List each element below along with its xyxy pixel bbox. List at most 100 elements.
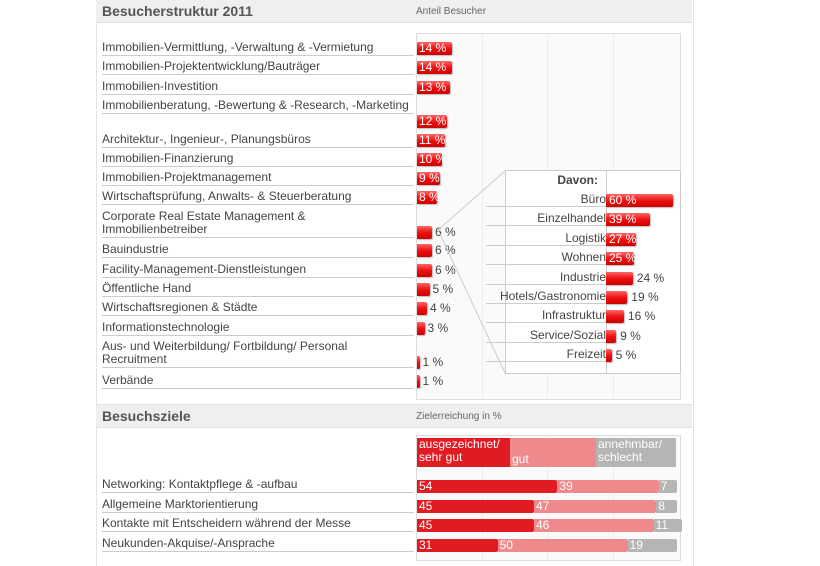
bar: [417, 302, 427, 315]
section-subtitle: Anteil Besucher: [416, 6, 487, 17]
bar-segment: 19: [627, 538, 677, 552]
category-label: Allgemeine Marktorientierung: [102, 497, 414, 513]
bar: [606, 291, 628, 304]
value-label: 1 %: [422, 355, 444, 369]
category-label: Wohnen: [486, 250, 606, 266]
value-label: 8 %: [419, 190, 440, 204]
category-label: Corporate Real Estate Management & Immob…: [102, 210, 414, 238]
bar: [417, 226, 432, 239]
category-label: Verbände: [102, 374, 414, 389]
bar-segment: 8: [656, 499, 677, 513]
category-label: Aus- und Weiterbildung/ Fortbildung/ Per…: [102, 340, 414, 368]
category-label: Immobilien-Investition: [102, 80, 414, 95]
value-label: 9 %: [620, 328, 641, 343]
category-label: Industrie: [486, 270, 606, 285]
category-label: Neukunden-Akquise/-Ansprache: [102, 536, 414, 552]
bar-segment: 31: [417, 538, 498, 552]
bar-segment: 11: [653, 519, 683, 532]
category-label: Service/Sozial: [486, 328, 606, 343]
value-label: 13 %: [419, 80, 447, 94]
bar: [417, 153, 442, 166]
value-label: 12 %: [419, 114, 447, 128]
bar: [606, 349, 612, 363]
category-label: Immobilien-Projektentwicklung/Bauträger: [102, 60, 414, 75]
value-label: 19 %: [631, 290, 659, 304]
category-label: Facility-Management-Dienstleistungen: [102, 263, 414, 278]
category-label: Freizeit: [486, 347, 606, 363]
value-label: 1 %: [422, 374, 444, 388]
legend-entry: gut: [510, 438, 596, 467]
category-label: Kontakte mit Entscheidern während der Me…: [102, 517, 414, 532]
category-label: Immobilien-Projektmanagement: [102, 171, 414, 186]
bar: [417, 283, 430, 296]
bar: [417, 191, 437, 204]
bar: [417, 264, 432, 277]
bar: [417, 375, 420, 388]
category-label: Hotels/Gastronomie: [486, 289, 606, 304]
bar: [417, 322, 425, 335]
bar: [417, 115, 447, 128]
value-label: 14 %: [419, 41, 447, 55]
bar: [417, 134, 445, 147]
inset-title: Davon:: [557, 173, 598, 187]
value-label: 6 %: [435, 263, 456, 277]
category-label: Immobilienberatung, -Bewertung & -Resear…: [102, 99, 414, 114]
bar: [417, 172, 440, 185]
bar-segment: 45: [417, 499, 534, 513]
value-label: 60 %: [609, 193, 637, 207]
inset-connector: [437, 170, 506, 374]
category-label: Wirtschaftsprüfung, Anwalts- & Steuerber…: [102, 190, 414, 205]
category-label: Wirtschaftsregionen & Städte: [102, 301, 414, 316]
value-label: 16 %: [627, 309, 656, 324]
section-subtitle: Zielerreichung in %: [416, 411, 502, 422]
value-label: 5 %: [615, 348, 637, 363]
bar: [606, 213, 650, 227]
section-header-besuchsziele: Besuchsziele Zielerreichung in %: [96, 404, 692, 428]
bar-segment: 46: [534, 519, 654, 532]
bar: [417, 61, 452, 74]
bar: [606, 310, 624, 324]
bar: [417, 42, 452, 55]
value-label: 4 %: [430, 301, 451, 315]
bar: [417, 356, 420, 369]
category-label: Einzelhandel: [486, 211, 606, 227]
section-title: Besucherstruktur 2011: [102, 3, 253, 19]
bar-segment: 45: [417, 519, 534, 532]
category-label: Logistik: [486, 231, 606, 246]
value-label: 25 %: [609, 251, 637, 266]
category-label: Architektur-, Ingenieur-, Planungsbüros: [102, 133, 414, 148]
bar: [417, 81, 450, 94]
legend-entry: annehmbar/ schlecht: [596, 438, 676, 467]
value-label: 27 %: [609, 231, 637, 246]
value-label: 39 %: [609, 212, 637, 227]
bar: [606, 232, 637, 246]
value-label: 10 %: [419, 152, 447, 166]
value-label: 6 %: [435, 243, 456, 257]
value-label: 5 %: [432, 282, 454, 296]
category-label: Informationstechnologie: [102, 321, 414, 336]
category-label: Büro: [486, 192, 606, 207]
category-label: Networking: Kontaktpflege & -aufbau: [102, 478, 414, 493]
bar: [606, 271, 633, 285]
bar: [417, 244, 432, 257]
bar: [606, 329, 617, 343]
bar-segment: 7: [658, 480, 677, 493]
bar-segment: 39: [557, 480, 659, 493]
category-label: Bauindustrie: [102, 243, 414, 258]
bar: [606, 252, 634, 266]
value-label: 9 %: [419, 171, 440, 185]
section-title: Besuchsziele: [102, 408, 191, 424]
legend-entry: ausgezeichnet/ sehr gut: [417, 438, 510, 467]
value-label: 11 %: [419, 133, 446, 147]
bar: [606, 194, 674, 207]
bar-segment: 50: [497, 538, 628, 552]
bar-segment: 54: [417, 480, 558, 493]
category-label: Immobilien-Vermittlung, -Verwaltung & -V…: [102, 41, 414, 56]
category-label: Immobilien-Finanzierung: [102, 152, 414, 167]
section-header-besucherstruktur: Besucherstruktur 2011 Anteil Besucher: [96, 0, 692, 23]
category-label: Infrastruktur: [486, 308, 606, 324]
value-label: 3 %: [427, 321, 449, 335]
bar-segment: 47: [534, 499, 657, 513]
value-label: 24 %: [636, 270, 665, 285]
category-label: Öffentliche Hand: [102, 282, 414, 297]
